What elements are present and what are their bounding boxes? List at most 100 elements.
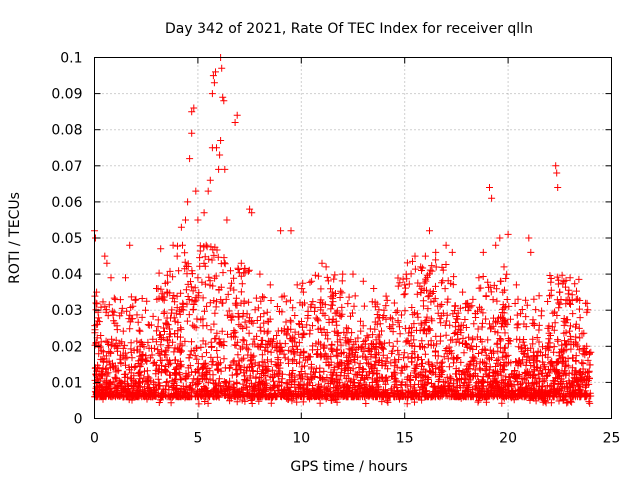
data-point [227,361,235,369]
data-point [314,325,322,333]
data-point [493,387,501,395]
data-point [285,387,293,395]
data-point [476,358,484,366]
data-point [267,399,275,407]
data-point [241,372,249,380]
data-point [558,367,566,375]
data-point [287,296,294,304]
data-point-peak [277,227,285,235]
data-point [383,354,391,362]
data-point-peak [200,209,208,217]
data-point [490,349,498,357]
data-point [393,387,401,395]
data-point [526,393,534,401]
data-point [257,297,265,305]
data-point [128,354,136,362]
data-point [396,323,403,331]
data-point [442,331,450,339]
data-point [325,361,333,369]
data-point [159,385,167,393]
data-point [349,382,357,389]
data-point [382,302,390,310]
data-point [384,398,392,406]
data-point [157,285,165,293]
data-point [176,340,184,348]
data-point [206,367,214,375]
data-point [513,324,521,332]
data-point [204,379,212,387]
data-point [173,363,180,371]
data-point [418,377,426,385]
data-point-peak [97,332,105,339]
data-point [260,294,268,302]
data-point [398,311,405,319]
data-point [548,323,556,331]
data-point [585,367,593,375]
data-point [394,317,402,325]
data-point-peak [182,216,189,224]
data-point [230,329,238,337]
axis-ticks [94,57,612,419]
data-point [129,383,137,390]
data-point [454,331,462,338]
data-point-peak [527,248,535,256]
data-point [240,337,248,345]
data-point [517,380,524,388]
data-point [564,388,572,396]
data-point [175,267,183,275]
data-point [253,391,261,399]
data-point [438,384,446,391]
data-point [234,388,242,396]
data-point [239,336,247,344]
data-point [110,363,118,371]
data-point [133,311,141,319]
data-point [484,336,492,344]
data-point [565,286,573,294]
data-point [103,383,111,391]
data-point [289,367,297,374]
data-point [185,383,193,391]
data-point [138,393,146,400]
data-point [257,313,264,321]
data-point [572,357,580,365]
data-point [268,366,276,374]
data-point [572,333,580,341]
data-point [402,338,410,346]
data-point [299,279,307,287]
data-point [197,316,205,324]
data-point [545,369,553,377]
data-point [445,363,453,371]
data-point-peak [126,241,134,249]
data-point [330,275,338,283]
data-point [208,343,215,351]
data-point [142,352,150,360]
data-point [419,297,427,305]
data-point [438,358,446,366]
data-point-peak [184,198,192,206]
data-point-peak [432,248,440,256]
data-point [403,400,411,408]
data-point [412,389,420,397]
data-point [136,368,144,376]
data-point [420,344,428,352]
data-point [167,359,175,367]
data-point [519,338,527,346]
data-point-peak [293,281,301,289]
data-point [582,393,590,401]
data-point [421,350,429,358]
data-point [255,397,263,405]
y-tick-label: 0.04 [51,267,82,283]
data-point [317,374,324,382]
data-point [438,279,445,287]
data-point [412,365,420,372]
data-point [186,351,194,359]
data-point [378,373,386,381]
data-point [170,348,178,356]
data-point-peak [308,277,316,285]
data-point [122,361,129,369]
data-point [207,353,215,361]
data-point [224,290,232,298]
data-point [249,367,257,375]
data-point [487,324,495,332]
data-point [532,374,540,382]
